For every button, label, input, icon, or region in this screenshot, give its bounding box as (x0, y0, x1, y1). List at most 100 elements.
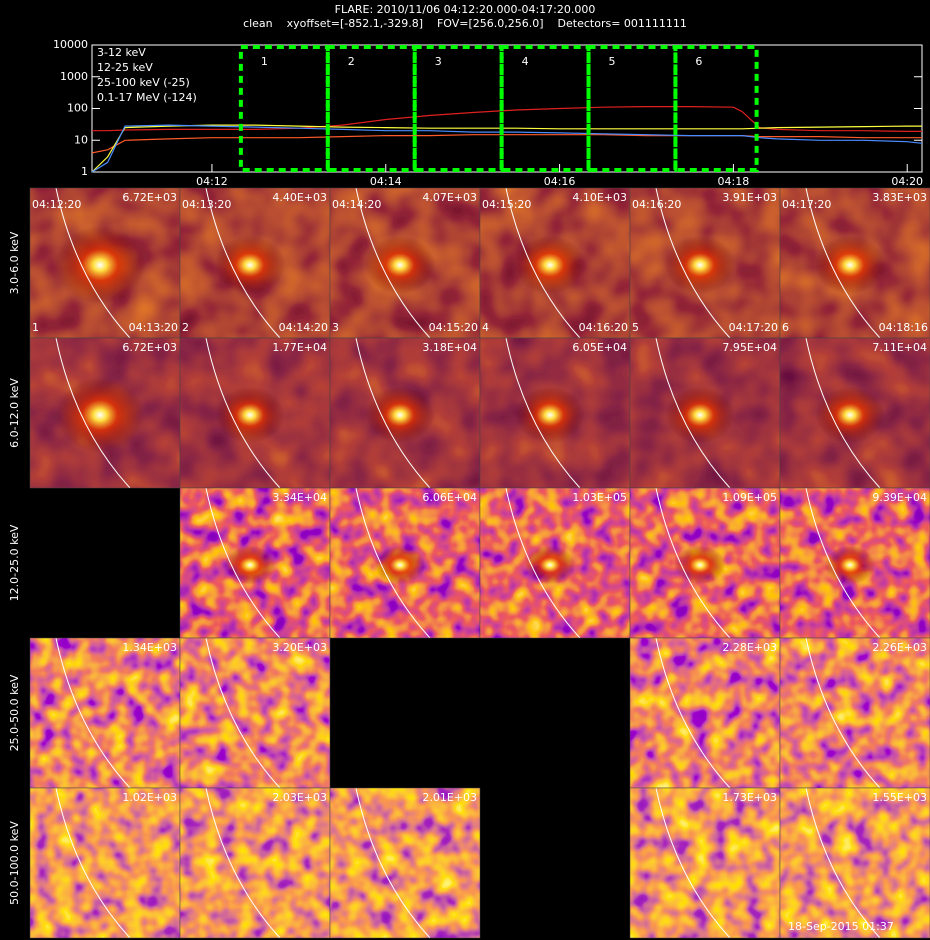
max-value: 6.72E+03 (122, 191, 177, 204)
source (824, 545, 876, 585)
legend-label: 0.1-17 MeV (-124) (97, 91, 197, 104)
solar-limb (355, 338, 431, 488)
series-line (91, 124, 923, 173)
solar-limb (655, 188, 731, 338)
interval-label: 1 (261, 55, 268, 68)
image-panel (630, 488, 780, 638)
max-value: 4.07E+03 (422, 191, 477, 204)
x-tick-label: 04:16 (544, 175, 576, 188)
y-tick-label: 100 (67, 102, 88, 115)
image-panel (30, 638, 180, 788)
y-tick-label: 10000 (53, 38, 88, 51)
image-noise (30, 788, 180, 938)
energy-band-label: 25.0-50.0 keV (8, 674, 21, 751)
solar-limb (655, 788, 731, 938)
image-panel (780, 338, 930, 488)
interval-index: 2 (182, 321, 189, 334)
image-panel (30, 788, 180, 938)
solar-limb (505, 188, 581, 338)
solar-limb (805, 638, 881, 788)
image-panel (330, 338, 480, 488)
image-noise (630, 638, 780, 788)
interval-index: 5 (632, 321, 639, 334)
start-time: 04:12:20 (32, 198, 81, 211)
image-noise (180, 788, 330, 938)
y-tick-label: 1 (81, 165, 88, 178)
solar-limb (205, 338, 281, 488)
image-noise (30, 638, 180, 788)
solar-limb (655, 488, 731, 638)
interval-box (586, 45, 678, 172)
series-line (91, 124, 922, 173)
solar-limb (55, 788, 131, 938)
max-value: 9.39E+04 (872, 491, 927, 504)
source (54, 225, 146, 305)
solar-limb (55, 338, 131, 488)
source (56, 377, 144, 453)
interval-box (325, 45, 417, 172)
start-time: 04:13:20 (182, 198, 231, 211)
legend-label: 25-100 keV (-25) (97, 76, 190, 89)
interval-label: 5 (609, 55, 616, 68)
solar-limb (505, 488, 581, 638)
solar-limb (355, 788, 431, 938)
source (524, 545, 576, 585)
source (364, 235, 436, 295)
max-value: 1.34E+03 (122, 641, 177, 654)
solar-limb (205, 638, 281, 788)
panel-frame (329, 787, 481, 939)
max-value: 4.40E+03 (272, 191, 327, 204)
end-time: 04:14:20 (279, 321, 328, 334)
interval-label: 4 (522, 55, 529, 68)
max-value: 1.02E+03 (122, 791, 177, 804)
max-value: 3.91E+03 (722, 191, 777, 204)
title: FLARE: 2010/11/06 04:12:20.000-04:17:20.… (335, 3, 596, 16)
end-time: 04:16:20 (579, 321, 628, 334)
solar-limb (655, 338, 731, 488)
max-value: 1.55E+03 (872, 791, 927, 804)
source (515, 386, 585, 444)
max-value: 2.26E+03 (872, 641, 927, 654)
image-noise (780, 638, 930, 788)
solar-limb (805, 338, 881, 488)
max-value: 6.05E+04 (572, 341, 627, 354)
image-panel (780, 488, 930, 638)
image-panel (480, 188, 630, 338)
subtitle: clean xyoffset=[-852.1,-329.8] FOV=[256.… (243, 17, 687, 30)
source (215, 386, 285, 444)
source (374, 545, 426, 585)
image-panel (480, 488, 630, 638)
interval-index: 4 (482, 321, 489, 334)
image-panel (30, 338, 180, 488)
solar-limb (805, 788, 881, 938)
start-time: 04:15:20 (482, 198, 531, 211)
interval-index: 6 (782, 321, 789, 334)
image-panel (180, 638, 330, 788)
max-value: 1.77E+04 (272, 341, 327, 354)
image-panel (330, 788, 480, 938)
solar-limb (205, 488, 281, 638)
solar-limb (505, 338, 581, 488)
solar-limb (355, 188, 431, 338)
max-value: 4.10E+03 (572, 191, 627, 204)
image-panel (180, 488, 330, 638)
series-line (91, 134, 922, 154)
y-tick-label: 10 (74, 133, 88, 146)
max-value: 6.06E+04 (422, 491, 477, 504)
max-value: 2.28E+03 (722, 641, 777, 654)
interval-box (499, 45, 591, 172)
image-panel (780, 638, 930, 788)
image-panel (180, 338, 330, 488)
energy-band-label: 6.0-12.0 keV (8, 378, 21, 448)
solar-limb (205, 188, 281, 338)
x-tick-label: 04:14 (370, 175, 402, 188)
image-panel (780, 188, 930, 338)
image-noise (330, 788, 480, 938)
max-value: 3.20E+03 (272, 641, 327, 654)
image-panel (180, 788, 330, 938)
max-value: 3.83E+03 (872, 191, 927, 204)
interval-box (412, 45, 504, 172)
source (214, 235, 286, 295)
source (674, 545, 726, 585)
